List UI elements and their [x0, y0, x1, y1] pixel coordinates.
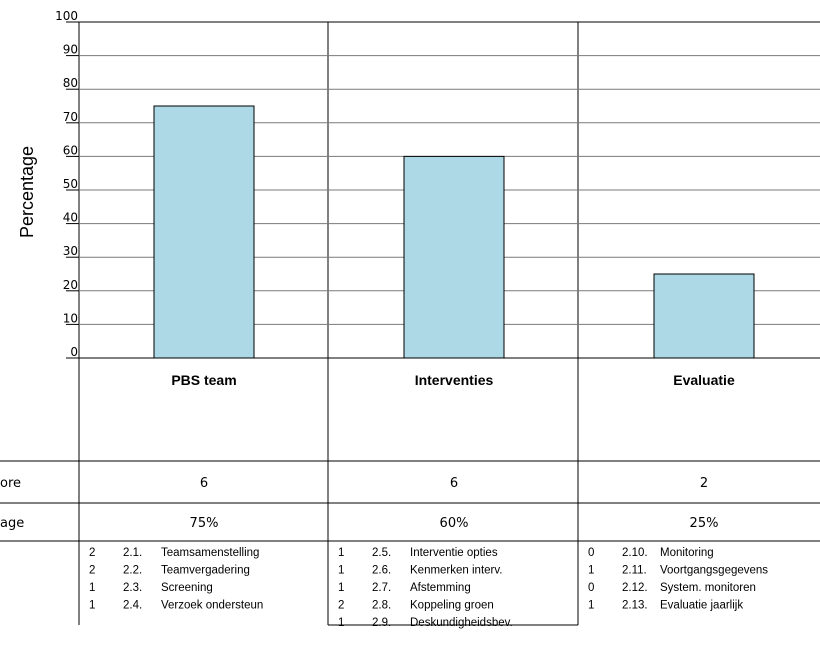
item-score: 0	[588, 582, 594, 594]
item-score: 1	[89, 600, 95, 612]
category-label: Evaluatie	[673, 372, 735, 388]
category-label: Interventies	[415, 372, 494, 388]
y-tick-label: 50	[63, 177, 78, 191]
item-label: Afstemming	[410, 582, 471, 594]
item-code: 2.10.	[622, 547, 648, 559]
y-tick-label: 90	[63, 43, 78, 57]
y-tick-label: 30	[63, 244, 78, 258]
item-code: 2.5.	[372, 547, 391, 559]
category-label: PBS team	[171, 372, 236, 388]
row-label-percentage: age	[0, 516, 24, 531]
score-row: 6 6 2	[200, 476, 708, 491]
item-code: 2.8.	[372, 600, 391, 612]
item-score: 2	[89, 565, 95, 577]
item-label: Evaluatie jaarlijk	[660, 600, 743, 612]
item-label: Teamvergadering	[161, 565, 250, 577]
score-value: 6	[450, 476, 458, 491]
item-score: 1	[89, 582, 95, 594]
y-tick-label: 80	[63, 76, 78, 90]
item-code: 2.9.	[372, 617, 391, 629]
item-code: 2.13.	[622, 600, 648, 612]
item-lists: 2 2.1. Teamsamenstelling 2 2.2. Teamvergaderi…	[89, 547, 768, 629]
y-tick-label: 40	[63, 211, 78, 225]
item-score: 1	[338, 617, 344, 629]
item-code: 2.3.	[123, 582, 142, 594]
item-score: 2	[338, 600, 344, 612]
bar	[153, 105, 255, 359]
item-label: Teamsamenstelling	[161, 547, 259, 559]
score-value: 2	[700, 476, 708, 491]
item-label: Deskundigheidsbev.	[410, 617, 513, 629]
item-score: 1	[338, 582, 344, 594]
item-score: 1	[338, 547, 344, 559]
percentage-value: 60%	[440, 516, 469, 531]
y-tick-label: 20	[63, 278, 78, 292]
item-score: 2	[89, 547, 95, 559]
item-label: System. monitoren	[660, 582, 756, 594]
item-label: Verzoek ondersteun	[161, 600, 263, 612]
item-code: 2.6.	[372, 565, 391, 577]
percentage-row: 75% 60% 25%	[190, 516, 719, 531]
item-score: 1	[588, 565, 594, 577]
bars	[153, 105, 755, 359]
y-tick-labels: 0 10 20 30 40 50 60 70 80 90 100	[55, 9, 79, 359]
bar	[653, 273, 755, 359]
y-tick-label: 10	[63, 311, 78, 325]
item-code: 2.1.	[123, 547, 142, 559]
item-label: Kenmerken interv.	[410, 565, 502, 577]
percentage-value: 25%	[690, 516, 719, 531]
item-code: 2.12.	[622, 582, 648, 594]
item-code: 2.7.	[372, 582, 391, 594]
item-score: 0	[588, 547, 594, 559]
item-label: Monitoring	[660, 547, 714, 559]
item-code: 2.11.	[622, 565, 647, 577]
item-label: Interventie opties	[410, 547, 498, 559]
item-label: Voortgangsgegevens	[660, 565, 768, 577]
y-tick-label: 0	[70, 345, 78, 359]
y-tick-label: 100	[55, 9, 78, 23]
y-tick-label: 70	[63, 110, 78, 124]
item-score: 1	[588, 600, 594, 612]
y-axis-label: Percentage	[17, 146, 37, 238]
item-code: 2.4.	[123, 600, 142, 612]
item-label: Screening	[161, 582, 213, 594]
percentage-value: 75%	[190, 516, 219, 531]
score-value: 6	[200, 476, 208, 491]
y-tick-label: 60	[63, 143, 78, 157]
item-code: 2.2.	[123, 565, 142, 577]
category-labels: PBS team Interventies Evaluatie	[171, 372, 735, 388]
row-label-score: ore	[0, 476, 21, 491]
bar	[403, 155, 505, 359]
item-score: 1	[338, 565, 344, 577]
item-label: Koppeling groen	[410, 600, 494, 612]
